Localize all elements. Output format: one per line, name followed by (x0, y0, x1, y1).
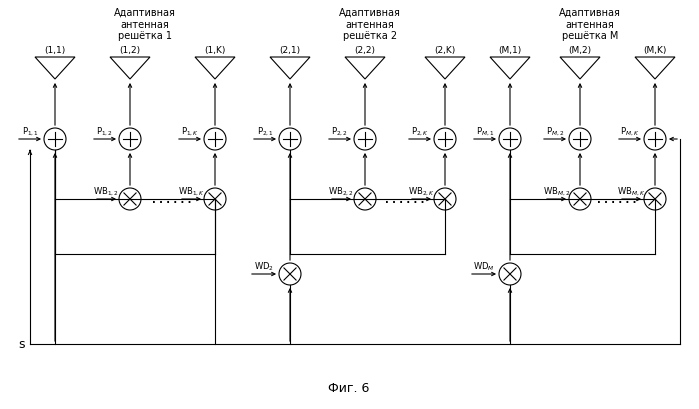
Text: $\mathrm{P}_{2,2}$: $\mathrm{P}_{2,2}$ (331, 126, 349, 138)
Text: (1,K): (1,K) (204, 46, 226, 55)
Text: (2,1): (2,1) (280, 46, 301, 55)
Text: (M,1): (M,1) (498, 46, 521, 55)
Text: $\mathrm{WB}_{M,K}$: $\mathrm{WB}_{M,K}$ (617, 185, 646, 198)
Text: (2,2): (2,2) (354, 46, 375, 55)
Text: $\mathrm{WB}_{2,K}$: $\mathrm{WB}_{2,K}$ (408, 185, 435, 198)
Text: $\mathrm{WD}_{2}$: $\mathrm{WD}_{2}$ (254, 260, 274, 272)
Text: Фиг. 6: Фиг. 6 (329, 381, 370, 394)
Text: (2,K): (2,K) (434, 46, 456, 55)
Text: (M,K): (M,K) (643, 46, 667, 55)
Text: $\mathrm{P}_{1,K}$: $\mathrm{P}_{1,K}$ (181, 126, 199, 138)
Text: $\mathrm{WB}_{1,K}$: $\mathrm{WB}_{1,K}$ (178, 185, 205, 198)
Text: $\mathrm{P}_{M,2}$: $\mathrm{P}_{M,2}$ (546, 126, 564, 138)
Text: Адаптивная
антенная
решётка 2: Адаптивная антенная решётка 2 (339, 8, 401, 41)
Text: . . . . . .: . . . . . . (152, 195, 192, 204)
Text: $\mathrm{P}_{M,1}$: $\mathrm{P}_{M,1}$ (476, 126, 494, 138)
Text: (1,1): (1,1) (44, 46, 66, 55)
Text: $\mathrm{P}_{2,1}$: $\mathrm{P}_{2,1}$ (257, 126, 273, 138)
Text: . . . . . .: . . . . . . (385, 195, 425, 204)
Text: Адаптивная
антенная
решётка 1: Адаптивная антенная решётка 1 (114, 8, 176, 41)
Text: $\mathrm{P}_{2,K}$: $\mathrm{P}_{2,K}$ (411, 126, 429, 138)
Text: $\mathrm{P}_{1,1}$: $\mathrm{P}_{1,1}$ (22, 126, 38, 138)
Text: $\mathrm{P}_{1,2}$: $\mathrm{P}_{1,2}$ (96, 126, 113, 138)
Text: $\mathrm{P}_{M,K}$: $\mathrm{P}_{M,K}$ (620, 126, 640, 138)
Text: s: s (18, 338, 24, 351)
Text: $\mathrm{WB}_{M,2}$: $\mathrm{WB}_{M,2}$ (543, 185, 570, 198)
Text: $\mathrm{WB}_{1,2}$: $\mathrm{WB}_{1,2}$ (94, 185, 120, 198)
Text: . . . . . .: . . . . . . (598, 195, 637, 204)
Text: Адаптивная
антенная
решётка М: Адаптивная антенная решётка М (559, 8, 621, 41)
Text: $\mathrm{WD}_{M}$: $\mathrm{WD}_{M}$ (473, 260, 495, 272)
Text: (1,2): (1,2) (120, 46, 140, 55)
Text: (M,2): (M,2) (568, 46, 591, 55)
Text: $\mathrm{WB}_{2,2}$: $\mathrm{WB}_{2,2}$ (329, 185, 354, 198)
